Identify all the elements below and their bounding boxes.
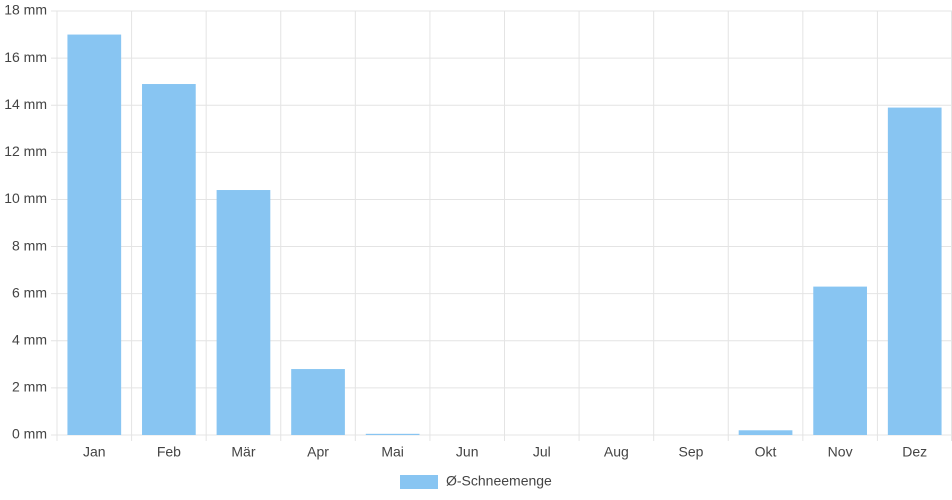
bar (291, 369, 345, 435)
x-tick-label: Jul (533, 444, 551, 460)
y-tick-label: 0 mm (12, 426, 47, 442)
legend-swatch (400, 475, 438, 489)
x-tick-label: Nov (828, 444, 853, 460)
y-tick-label: 2 mm (12, 379, 47, 395)
bar (365, 433, 420, 435)
x-tick-label: Jun (456, 444, 479, 460)
legend-label: Ø-Schneemenge (446, 473, 552, 489)
x-tick-label: Apr (307, 444, 329, 460)
bar (813, 286, 867, 435)
bar (67, 34, 122, 436)
bar (738, 430, 793, 435)
bar (216, 190, 271, 435)
y-tick-label: 4 mm (12, 331, 47, 347)
y-tick-label: 6 mm (12, 284, 47, 300)
x-tick-label: Dez (902, 444, 927, 460)
bar (887, 107, 942, 436)
x-tick-label: Mai (381, 444, 404, 460)
y-tick-label: 10 mm (4, 190, 47, 206)
x-tick-label: Sep (678, 444, 703, 460)
y-tick-label: 14 mm (4, 96, 47, 112)
x-tick-label: Okt (755, 444, 777, 460)
y-tick-label: 16 mm (4, 49, 47, 65)
x-tick-label: Mär (231, 444, 255, 460)
x-tick-label: Jan (83, 444, 106, 460)
y-tick-label: 18 mm (4, 2, 47, 18)
bar (142, 84, 196, 436)
x-tick-label: Aug (604, 444, 629, 460)
y-tick-label: 12 mm (4, 143, 47, 159)
y-tick-label: 8 mm (12, 237, 47, 253)
x-tick-label: Feb (157, 444, 181, 460)
